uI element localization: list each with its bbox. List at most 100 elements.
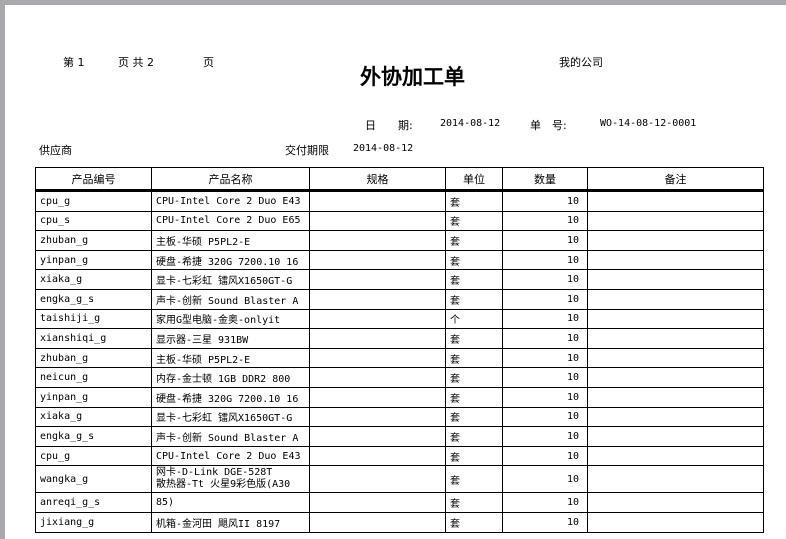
cell-unit: 套 [445,269,503,290]
order-no-value: WO-14-08-12-0001 [600,118,697,129]
cell-spec [309,328,446,349]
cell-unit: 套 [445,288,503,310]
table-row: neicun_g 内存-金士顿 1GB DDR2 800 套 10 [35,367,764,388]
table-row: zhuban_g 主板-华硕 P5PL2-E 套 10 [35,230,764,251]
cell-code: engka_g_s [35,288,152,310]
page-number-total: 页 共 2 [118,56,154,69]
cell-name: 硬盘-希捷 320G 7200.10 16 [151,386,310,408]
cell-spec [309,269,446,290]
cell-spec [309,406,446,428]
cell-unit: 套 [445,190,503,212]
cell-name: 主板-华硕 P5PL2-E [151,230,310,251]
cell-note [587,386,764,408]
cell-spec [309,465,446,494]
col-header-name: 产品名称 [151,167,310,192]
table-row: xianshiqi_g 显示器-三星 931BW 套 10 [35,328,764,349]
cell-unit: 套 [445,426,503,447]
cell-name: CPU-Intel Core 2 Duo E43 [151,445,310,467]
cell-code: cpu_g [35,190,152,212]
table-row: cpu_g CPU-Intel Core 2 Duo E43 套 10 [35,190,764,212]
col-header-note: 备注 [587,167,764,192]
cell-code: zhuban_g [35,347,152,369]
cell-qty: 10 [502,328,588,349]
cell-code: cpu_g [35,445,152,467]
cell-code: wangka_g [35,465,152,494]
cell-qty: 10 [502,511,588,533]
cell-qty: 10 [502,445,588,467]
cell-qty: 10 [502,386,588,408]
cell-note [587,492,764,513]
cell-note [587,230,764,251]
cell-code: zhuban_g [35,230,152,251]
cell-unit: 套 [445,511,503,533]
cell-note [587,445,764,467]
date-value: 2014-08-12 [440,118,501,129]
cell-code: xianshiqi_g [35,328,152,349]
cell-unit: 套 [445,347,503,369]
cell-name: 家用G型电脑-金奥-onlyit [151,308,310,330]
cell-qty: 10 [502,230,588,251]
table-row: yinpan_g 硬盘-希捷 320G 7200.10 16 套 10 [35,249,764,271]
order-no-label: 单 号: [530,119,567,132]
cell-qty: 10 [502,347,588,369]
table-row: xiaka_g 显卡-七彩虹 镭风X1650GT-G 套 10 [35,269,764,290]
col-header-code: 产品编号 [35,167,152,192]
deadline-value: 2014-08-12 [353,143,414,154]
supplier-label: 供应商 [39,144,72,157]
cell-name-text: 网卡-D-Link DGE-528T [156,467,273,479]
cell-unit: 套 [445,367,503,388]
cell-qty: 10 [502,492,588,513]
cell-code: neicun_g [35,367,152,388]
page-number-suffix: 页 [203,56,214,69]
cell-name: 85) [151,492,310,513]
table-row: engka_g_s 声卡-创新 Sound Blaster A 套 10 [35,288,764,310]
cell-qty: 10 [502,426,588,447]
cell-spec [309,445,446,467]
cell-name: 声卡-创新 Sound Blaster A [151,288,310,310]
table-header-row: 产品编号 产品名称 规格 单位 数量 备注 [35,167,764,192]
cell-unit: 套 [445,406,503,428]
cell-note [587,367,764,388]
cell-unit: 套 [445,249,503,271]
cell-spec [309,386,446,408]
cell-qty: 10 [502,288,588,310]
cell-note [587,426,764,447]
cell-spec [309,347,446,369]
table-row: taishiji_g 家用G型电脑-金奥-onlyit 个 10 [35,308,764,330]
cell-name: 显卡-七彩虹 镭风X1650GT-G [151,269,310,290]
cell-name: 显卡-七彩虹 镭风X1650GT-G [151,406,310,428]
cell-unit: 套 [445,210,503,232]
cell-name: 机箱-金河田 飓风II 8197 [151,511,310,533]
table-row: yinpan_g 硬盘-希捷 320G 7200.10 16 套 10 [35,386,764,408]
cell-name: CPU-Intel Core 2 Duo E43 [151,190,310,212]
cell-spec [309,210,446,232]
cell-spec [309,308,446,330]
cell-unit: 套 [445,328,503,349]
cell-name: 显示器-三星 931BW [151,328,310,349]
cell-note [587,328,764,349]
cell-spec [309,230,446,251]
cell-code: anreqi_g_s [35,492,152,513]
table-row: engka_g_s 声卡-创新 Sound Blaster A 套 10 [35,426,764,447]
cell-spec [309,190,446,212]
cell-code: yinpan_g [35,249,152,271]
cell-code: xiaka_g [35,269,152,290]
cell-qty: 10 [502,367,588,388]
cell-code: taishiji_g [35,308,152,330]
table-row: xiaka_g 显卡-七彩虹 镭风X1650GT-G 套 10 [35,406,764,428]
cell-name-second-text: 散热器-Tt 火星9彩色版(A30 [156,479,291,491]
cell-qty: 10 [502,308,588,330]
cell-name: CPU-Intel Core 2 Duo E65 [151,210,310,232]
cell-qty: 10 [502,249,588,271]
table-row: cpu_g CPU-Intel Core 2 Duo E43 套 10 [35,445,764,467]
cell-code: engka_g_s [35,426,152,447]
cell-note [587,269,764,290]
cell-name: 网卡-D-Link DGE-528T 散热器-Tt 火星9彩色版(A30 [151,465,310,494]
report-page: 第 1 页 共 2 页 外协加工单 我的公司 日 期: 2014-08-12 单… [5,5,786,539]
cell-spec [309,249,446,271]
cell-code: jixiang_g [35,511,152,533]
cell-name: 主板-华硕 P5PL2-E [151,347,310,369]
cell-name: 内存-金士顿 1GB DDR2 800 [151,367,310,388]
cell-spec [309,492,446,513]
page-number-prefix: 第 1 [63,56,85,69]
